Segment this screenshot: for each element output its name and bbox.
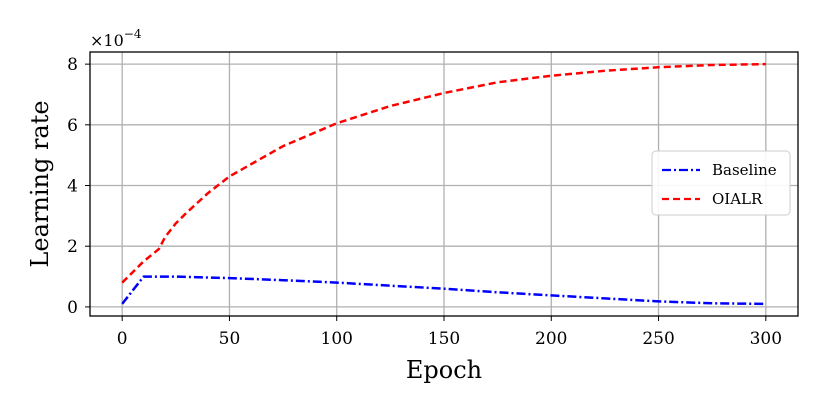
legend-label-oialr: OIALR (712, 190, 763, 208)
y-axis-title: Learning rate (26, 100, 54, 267)
x-tick-label: 50 (219, 329, 241, 349)
y-tick-label: 6 (67, 116, 78, 136)
ticks: 0 50 100 150 200 250 300 0 2 4 6 8 (67, 55, 782, 349)
y-scale-factor: ×10−4 (90, 27, 142, 50)
x-axis-title: Epoch (406, 356, 482, 384)
series-line-oialr (121, 62, 766, 284)
y-tick-label: 4 (67, 177, 78, 197)
x-tick-label: 150 (428, 329, 460, 349)
x-tick-label: 100 (321, 329, 353, 349)
x-tick-label: 250 (642, 329, 674, 349)
y-scale-exponent: −4 (124, 27, 142, 41)
x-tick-label: 200 (535, 329, 567, 349)
series-layer (121, 62, 766, 306)
y-tick-label: 2 (67, 237, 78, 257)
series-line-baseline (121, 275, 766, 306)
y-tick-label: 0 (67, 298, 78, 318)
y-tick-label: 8 (67, 55, 78, 75)
x-tick-label: 300 (750, 329, 782, 349)
x-tick-label: 0 (117, 329, 128, 349)
legend-label-baseline: Baseline (712, 161, 777, 179)
legend: Baseline OIALR (651, 150, 791, 216)
